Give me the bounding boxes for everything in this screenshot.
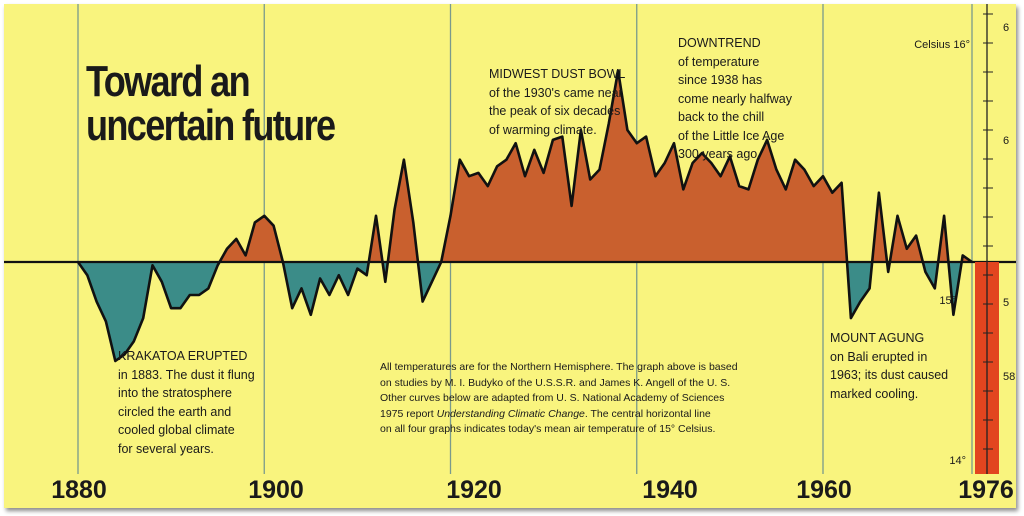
annotation-line: cooled global climate (118, 423, 235, 437)
annotation-head: MIDWEST DUST BOWL (489, 67, 626, 81)
fahrenheit-label: 5 (1003, 297, 1009, 309)
cool-area (922, 262, 939, 289)
annotation-line: back to the chill (678, 110, 765, 124)
chart-title: Toward an uncertain future (86, 57, 336, 150)
annotation-line: of temperature (678, 54, 760, 69)
annotation-line: since 1938 has (678, 73, 763, 87)
cool-area (847, 262, 873, 319)
celsius-16-label: Celsius 16° (914, 39, 970, 51)
temperature-curve (76, 69, 973, 363)
annotation-line: of the Little Ice Age (678, 128, 785, 143)
warm-area (872, 192, 887, 262)
annotation-line: 1963; its dust caused (830, 368, 949, 382)
fahrenheit-label: 6 (1003, 135, 1009, 147)
x-tick-1940: 1940 (642, 476, 698, 504)
caption-line: Other curves below are adapted from U. S… (380, 392, 725, 404)
annotation-head: DOWNTREND (678, 36, 761, 50)
annotation-line: come nearly halfway (678, 91, 792, 106)
annotation-line: in 1883. The dust it flung (118, 367, 255, 382)
annotation-line: for several years. (118, 441, 214, 456)
annotation-line: of warming climate. (489, 122, 597, 137)
celsius-15-label: 15° (939, 295, 956, 307)
annotation-line: into the stratosphere (118, 386, 232, 400)
fahrenheit-label: 58 (1003, 371, 1015, 383)
annotation-line: marked cooling. (830, 386, 919, 401)
x-tick-1960: 1960 (796, 476, 852, 504)
caption-report-title: Understanding Climatic Change (436, 407, 585, 420)
x-tick-1900: 1900 (248, 476, 304, 504)
annotation-line: the peak of six decades (489, 104, 621, 118)
annotation-dust-bowl: MIDWEST DUST BOWL of the 1930's came nea… (489, 65, 625, 139)
fahrenheit-label: 6 (1003, 22, 1009, 34)
caption-line: All temperatures are for the Northern He… (380, 361, 738, 373)
annotation-krakatoa: KRAKATOA ERUPTED in 1883. The dust it fl… (118, 347, 255, 458)
warm-area (441, 70, 848, 262)
caption-line: on all four graphs indicates today's mea… (380, 423, 716, 435)
thermometer-scale: Celsius 16° 15° 14° 6 6 5 58 (914, 4, 1015, 474)
cool-area (78, 262, 220, 361)
annotation-line: of the 1930's came near (489, 85, 623, 100)
title-line-1: Toward an (86, 57, 251, 106)
chart-frame: Celsius 16° 15° 14° 6 6 5 58 1880 1900 1920 1940 1… (4, 4, 1016, 508)
annotation-head: MOUNT AGUNG (830, 331, 925, 345)
x-tick-1880: 1880 (51, 476, 107, 504)
caption-line: 1975 report Understanding Climatic Chang… (380, 407, 711, 420)
annotation-line: 300 years ago. (678, 147, 761, 161)
warm-area (368, 215, 383, 262)
source-caption: All temperatures are for the Northern He… (380, 360, 800, 438)
title-line-2: uncertain future (86, 101, 336, 150)
celsius-14-label: 14° (949, 455, 966, 467)
annotation-line: circled the earth and (118, 404, 232, 419)
x-axis-ticks: 1880 1900 1920 1940 1960 1976 (51, 476, 1014, 504)
warm-area (387, 159, 418, 262)
caption-line: on studies by M. I. Budyko of the U.S.S.… (380, 376, 731, 389)
annotation-mount-agung: MOUNT AGUNG on Bali erupted in 1963; its… (830, 329, 948, 403)
x-tick-1976: 1976 (958, 476, 1014, 504)
annotation-line: on Bali erupted in (830, 349, 928, 364)
x-tick-1920: 1920 (446, 476, 502, 504)
annotation-head: KRAKATOA ERUPTED (118, 349, 248, 363)
warm-area (889, 215, 923, 262)
annotation-downtrend: DOWNTREND of temperature since 1938 has … (678, 34, 802, 164)
